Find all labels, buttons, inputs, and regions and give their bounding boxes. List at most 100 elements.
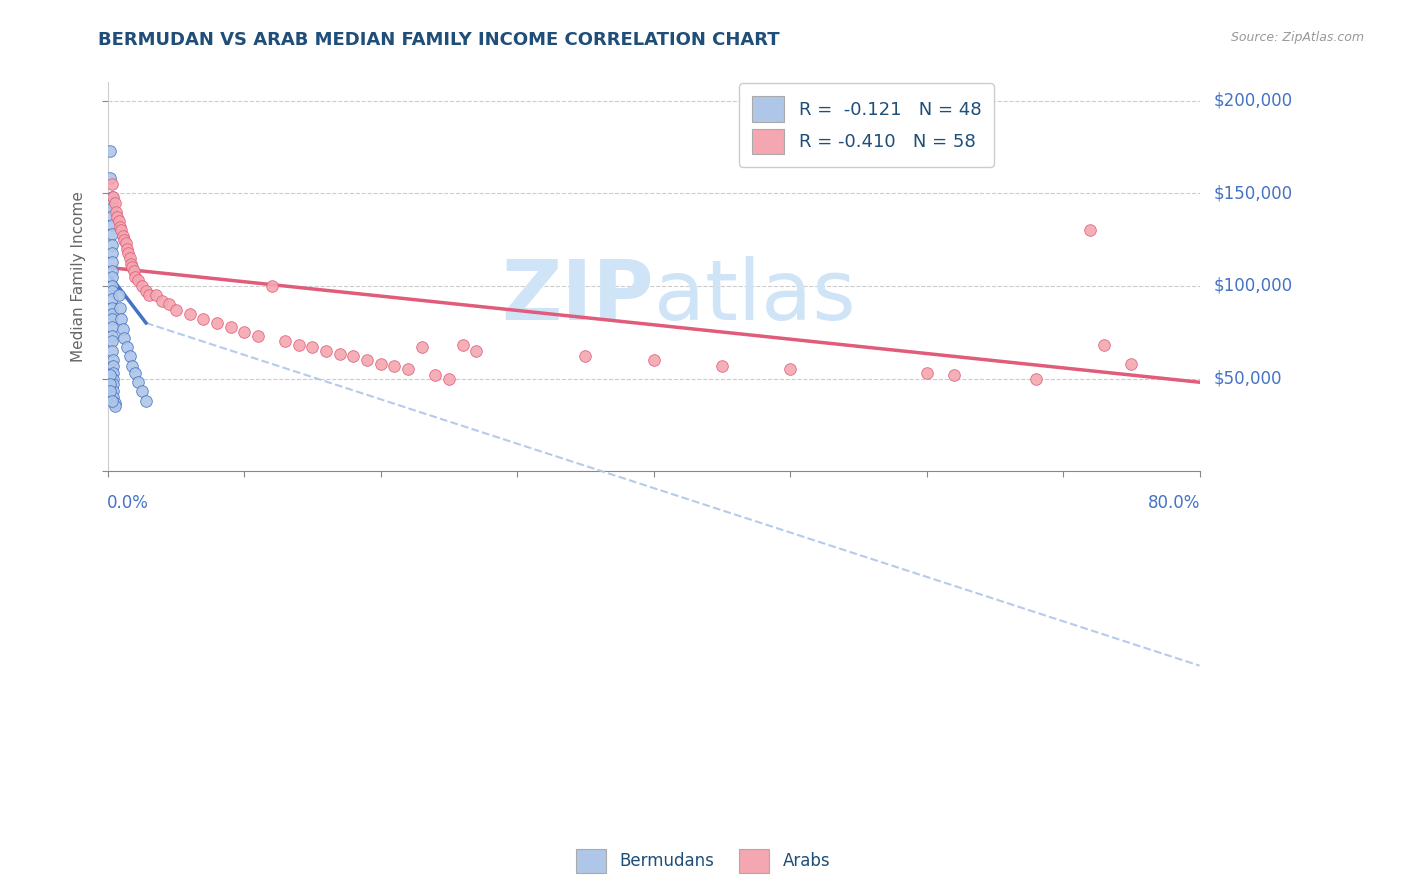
Text: 80.0%: 80.0% <box>1149 494 1201 513</box>
Point <box>165 303 187 318</box>
Point <box>425 368 447 382</box>
Point <box>233 325 256 339</box>
Point <box>101 209 124 223</box>
Point <box>101 264 124 278</box>
Point <box>103 377 125 392</box>
Point <box>643 353 665 368</box>
Point <box>127 376 149 390</box>
Point <box>1080 223 1102 237</box>
Point <box>101 329 124 343</box>
Point <box>115 340 138 354</box>
Point <box>112 331 135 345</box>
Point <box>1121 357 1143 371</box>
Point <box>103 190 125 204</box>
Point <box>465 343 488 358</box>
Point <box>103 353 125 368</box>
Point <box>101 218 124 232</box>
Text: ZIP: ZIP <box>501 256 654 336</box>
Point <box>107 288 129 302</box>
Point <box>124 366 146 380</box>
Point <box>396 362 419 376</box>
Point <box>574 349 596 363</box>
Point <box>104 395 127 409</box>
Point <box>100 384 122 399</box>
Point <box>101 279 124 293</box>
Point <box>121 260 143 275</box>
Point <box>193 312 215 326</box>
Point <box>111 228 134 243</box>
Point <box>246 329 269 343</box>
Point <box>104 204 127 219</box>
Point <box>138 288 160 302</box>
Point <box>101 343 124 358</box>
Point <box>101 227 124 241</box>
Point <box>411 340 433 354</box>
Point <box>101 319 124 334</box>
Point <box>329 347 352 361</box>
Point <box>1092 338 1115 352</box>
Point <box>110 312 132 326</box>
Point <box>342 349 364 363</box>
Point <box>135 285 157 299</box>
Point <box>100 171 122 186</box>
Point <box>108 219 131 234</box>
Point <box>104 400 127 414</box>
Point <box>118 349 141 363</box>
Point <box>110 223 132 237</box>
Point <box>101 285 124 299</box>
Point <box>114 236 136 251</box>
Point <box>710 359 733 373</box>
Point <box>288 338 311 352</box>
Point <box>101 201 124 215</box>
Point <box>117 245 139 260</box>
Point <box>101 190 124 204</box>
Point <box>101 301 124 315</box>
Point <box>101 312 124 326</box>
Text: BERMUDAN VS ARAB MEDIAN FAMILY INCOME CORRELATION CHART: BERMUDAN VS ARAB MEDIAN FAMILY INCOME CO… <box>98 31 780 49</box>
Point <box>157 297 180 311</box>
Point <box>103 371 125 385</box>
Point <box>179 307 201 321</box>
Point <box>101 177 124 191</box>
Point <box>356 353 378 368</box>
Text: Source: ZipAtlas.com: Source: ZipAtlas.com <box>1230 31 1364 45</box>
Point <box>122 264 145 278</box>
Text: 0.0%: 0.0% <box>107 494 149 513</box>
Point <box>127 273 149 287</box>
Point <box>101 195 124 210</box>
Point <box>101 255 124 269</box>
Point <box>118 251 141 265</box>
Point <box>101 245 124 260</box>
Point <box>115 242 138 256</box>
Point <box>135 393 157 408</box>
Point <box>103 390 125 404</box>
Text: atlas: atlas <box>654 256 855 336</box>
Point <box>100 144 122 158</box>
Point <box>942 368 965 382</box>
Legend: R =  -0.121   N = 48, R = -0.410   N = 58: R = -0.121 N = 48, R = -0.410 N = 58 <box>740 83 994 167</box>
Point <box>124 269 146 284</box>
Point <box>205 316 228 330</box>
Point <box>145 288 167 302</box>
Point <box>915 366 938 380</box>
Point <box>150 293 173 308</box>
Text: $200,000: $200,000 <box>1213 92 1292 110</box>
Point <box>382 359 405 373</box>
Y-axis label: Median Family Income: Median Family Income <box>72 191 86 362</box>
Point <box>779 362 801 376</box>
Point <box>111 321 134 335</box>
Point <box>101 238 124 252</box>
Point <box>103 359 125 373</box>
Point <box>103 366 125 380</box>
Point <box>219 319 242 334</box>
Point <box>451 338 474 352</box>
Point <box>101 292 124 306</box>
Point <box>1025 371 1047 385</box>
Point <box>274 334 297 349</box>
Point <box>131 384 153 399</box>
Point <box>101 269 124 284</box>
Text: $150,000: $150,000 <box>1213 185 1292 202</box>
Point <box>301 340 323 354</box>
Point <box>107 214 129 228</box>
Point <box>105 211 128 225</box>
